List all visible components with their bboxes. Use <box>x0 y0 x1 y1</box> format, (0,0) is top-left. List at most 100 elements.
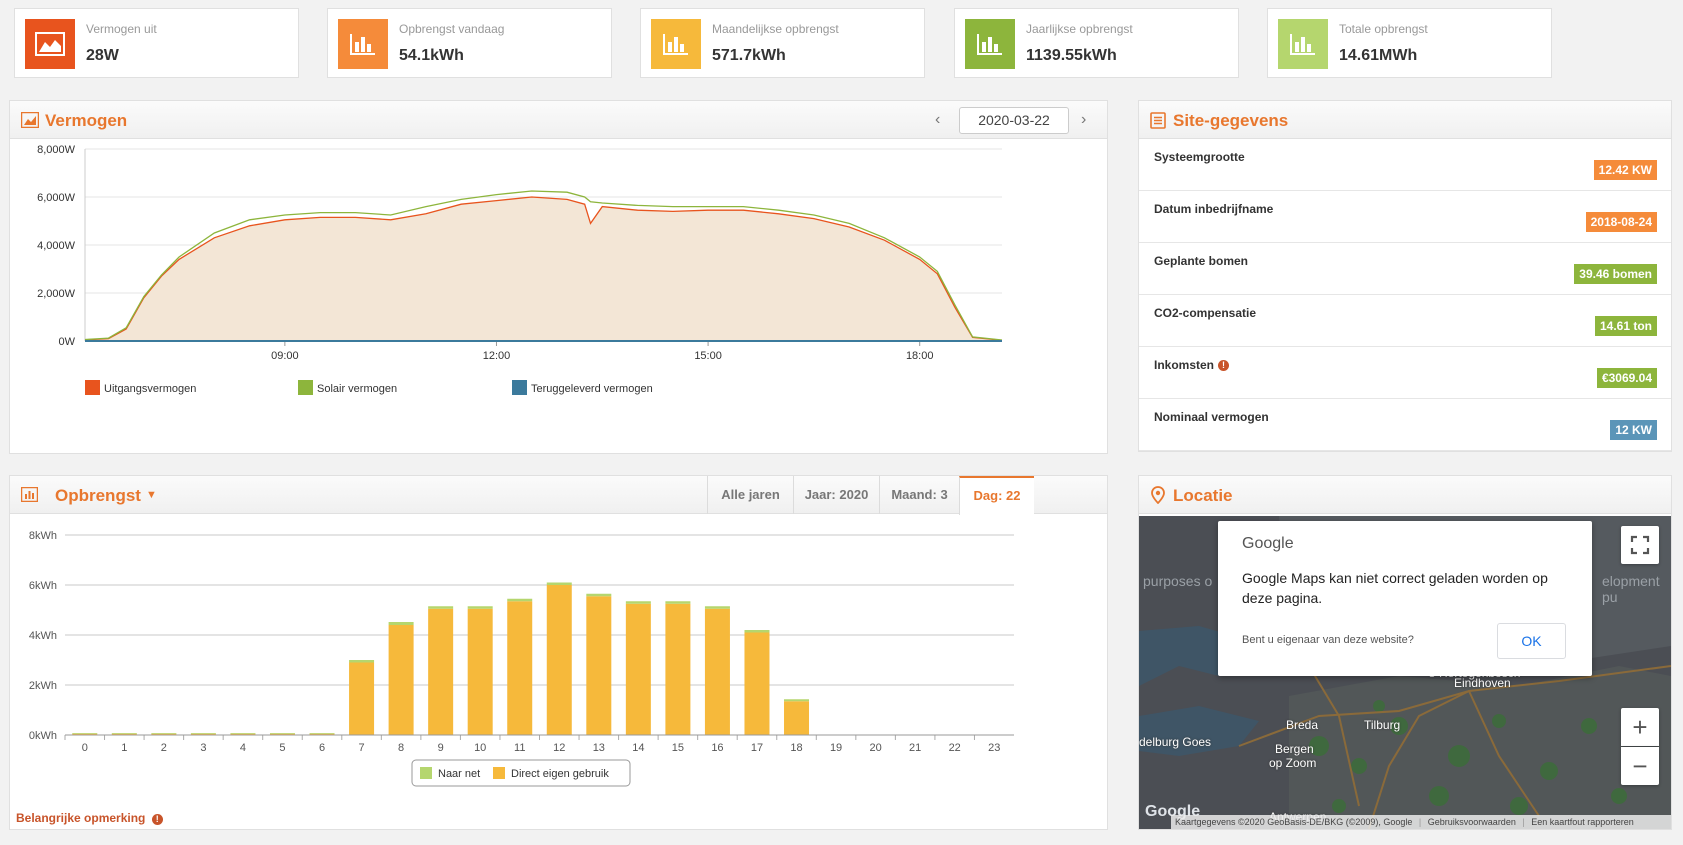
kpi-value: 28W <box>86 47 119 64</box>
legend-label[interactable]: Teruggeleverd vermogen <box>531 383 653 395</box>
bar-to-grid[interactable] <box>230 733 256 734</box>
fullscreen-button[interactable] <box>1621 526 1659 564</box>
bar-to-grid[interactable] <box>586 593 612 597</box>
power-panel: Vermogen ‹ 2020-03-22 › 0W 2,000W 4,000W 6,… <box>9 100 1108 454</box>
bar-to-grid[interactable] <box>744 630 770 633</box>
bar-own-use[interactable] <box>546 585 572 735</box>
bar-to-grid[interactable] <box>72 733 98 734</box>
legend-label[interactable]: Direct eigen gebruik <box>511 768 609 780</box>
info-icon[interactable]: ! <box>1218 360 1230 371</box>
kpi-card: Jaarlijkse opbrengst 1139.55kWh <box>954 8 1239 78</box>
site-row-label: CO2-compensatie <box>1154 306 1256 320</box>
next-day-icon[interactable]: › <box>1081 111 1087 128</box>
bar-to-grid[interactable] <box>111 733 137 734</box>
yield-panel-title[interactable]: Opbrengst <box>55 486 141 505</box>
bar-own-use[interactable] <box>744 632 770 736</box>
bar-own-use[interactable] <box>784 701 810 735</box>
x-tick-label: 9 <box>438 742 444 754</box>
bar-own-use[interactable] <box>111 733 137 735</box>
bar-to-grid[interactable] <box>546 582 572 586</box>
chevron-down-icon[interactable]: ▼ <box>146 489 157 501</box>
bar-own-use[interactable] <box>704 608 730 735</box>
site-row-label: Geplante bomen <box>1154 254 1248 268</box>
x-tick-label: 7 <box>359 742 365 754</box>
site-row-label-text: Systeemgrootte <box>1154 150 1245 164</box>
bar-to-grid[interactable] <box>190 733 216 734</box>
bar-own-use[interactable] <box>269 733 295 735</box>
x-tick-label: 0 <box>82 742 88 754</box>
yield-tab[interactable]: Jaar: 2020 <box>793 476 879 514</box>
prev-day-icon[interactable]: ‹ <box>935 111 941 128</box>
bar-to-grid[interactable] <box>784 699 810 702</box>
x-tick-label: 14 <box>632 742 644 754</box>
bar-own-use[interactable] <box>507 601 533 735</box>
x-tick-label: 8 <box>398 742 404 754</box>
bar-own-use[interactable] <box>428 608 454 735</box>
bar-own-use[interactable] <box>72 733 98 735</box>
yield-tab[interactable]: Dag: 22 <box>959 476 1034 515</box>
map-pin-icon <box>1151 486 1165 509</box>
bar-to-grid[interactable] <box>625 601 651 604</box>
bar-to-grid[interactable] <box>704 606 730 609</box>
fullscreen-icon <box>1630 535 1650 555</box>
bar-to-grid[interactable] <box>467 606 493 609</box>
y-tick-label: 8,000W <box>37 144 76 156</box>
bar-to-grid[interactable] <box>507 598 533 602</box>
site-row-badge: 2018-08-24 <box>1585 212 1657 232</box>
y-tick-label: 0W <box>59 336 76 348</box>
x-tick-label: 21 <box>909 742 921 754</box>
bar-to-grid[interactable] <box>151 733 177 734</box>
bar-to-grid[interactable] <box>309 733 335 734</box>
bar-own-use[interactable] <box>467 608 493 735</box>
bar-to-grid[interactable] <box>388 622 414 625</box>
map-report-link[interactable]: Een kaartfout rapporteren <box>1531 817 1634 827</box>
map-overlay-right: elopment pu <box>1602 573 1660 605</box>
yield-tab[interactable]: Alle jaren <box>707 476 793 514</box>
location-panel-title: Locatie <box>1173 486 1233 505</box>
bar-own-use[interactable] <box>151 733 177 735</box>
bar-to-grid[interactable] <box>665 601 691 604</box>
bar-to-grid[interactable] <box>349 660 375 663</box>
dialog-ok-button[interactable]: OK <box>1497 623 1566 659</box>
bar-chart-icon <box>1278 19 1328 69</box>
kpi-value: 1139.55kWh <box>1026 47 1117 64</box>
zoom-in-button[interactable]: + <box>1621 708 1659 746</box>
x-tick-label: 22 <box>949 742 961 754</box>
legend-label[interactable]: Naar net <box>438 768 480 780</box>
dialog-question: Bent u eigenaar van deze website? <box>1242 634 1414 646</box>
y-tick-label: 0kWh <box>29 730 57 742</box>
bar-chart-icon <box>338 19 388 69</box>
legend-swatch <box>298 380 313 395</box>
site-row: Inkomsten! €3069.04 <box>1139 347 1671 399</box>
x-tick-label: 12:00 <box>483 350 511 362</box>
bar-own-use[interactable] <box>190 733 216 735</box>
date-picker[interactable]: 2020-03-22 <box>959 107 1069 134</box>
bar-own-use[interactable] <box>349 662 375 736</box>
bar-to-grid[interactable] <box>428 606 454 609</box>
bar-own-use[interactable] <box>230 733 256 735</box>
important-note-link[interactable]: Belangrijke opmerking ! <box>16 811 163 825</box>
map-terms-link[interactable]: Gebruiksvoorwaarden <box>1427 817 1516 827</box>
bar-own-use[interactable] <box>625 603 651 735</box>
bar-own-use[interactable] <box>665 603 691 735</box>
map-place-label: Bergen <box>1275 742 1314 756</box>
y-tick-label: 8kWh <box>29 530 57 542</box>
map-place-label: op Zoom <box>1269 756 1317 770</box>
x-tick-label: 12 <box>553 742 565 754</box>
yield-tab[interactable]: Maand: 3 <box>879 476 959 514</box>
bar-own-use[interactable] <box>586 596 612 735</box>
zoom-out-button[interactable]: − <box>1621 747 1659 785</box>
y-tick-label: 4,000W <box>37 240 76 252</box>
legend-label[interactable]: Solair vermogen <box>317 383 397 395</box>
site-row-label-text: CO2-compensatie <box>1154 306 1257 320</box>
kpi-card: Vermogen uit 28W <box>14 8 299 78</box>
map-place-label: delburg Goes <box>1139 735 1212 749</box>
x-tick-label: 4 <box>240 742 246 754</box>
kpi-label: Totale opbrengst <box>1339 22 1428 36</box>
legend-label[interactable]: Uitgangsvermogen <box>104 383 196 395</box>
bar-own-use[interactable] <box>309 733 335 735</box>
bar-chart-icon <box>20 486 39 507</box>
bar-own-use[interactable] <box>388 625 414 735</box>
bar-to-grid[interactable] <box>269 733 295 734</box>
x-tick-label: 6 <box>319 742 325 754</box>
